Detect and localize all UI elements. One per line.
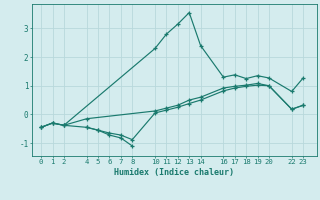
- X-axis label: Humidex (Indice chaleur): Humidex (Indice chaleur): [115, 168, 234, 177]
